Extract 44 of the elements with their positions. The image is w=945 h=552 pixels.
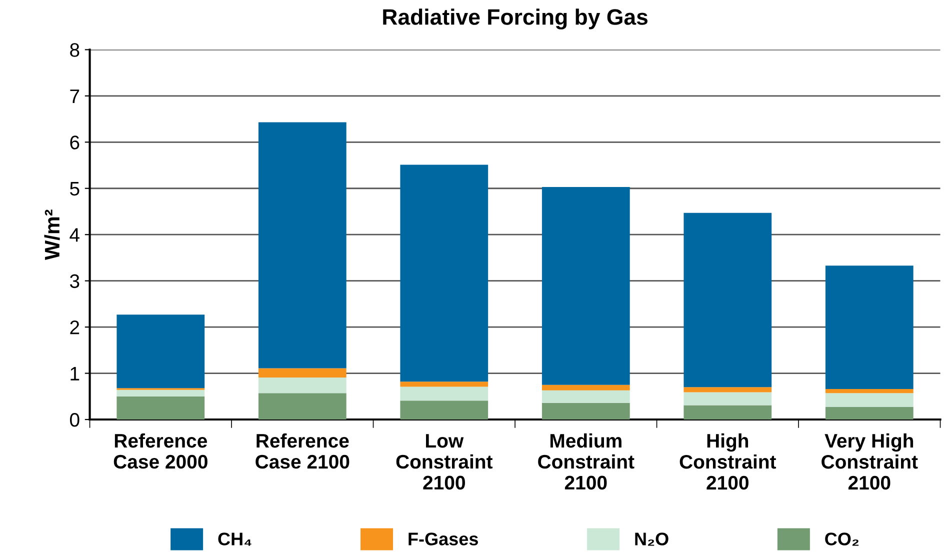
bar [542,390,630,403]
chart-title: Radiative Forcing by Gas [383,8,648,30]
legend-label: CH₄ [218,532,252,546]
bar [825,266,914,390]
legend-label: F-Gases [408,532,478,546]
x-tick-label: Reference Case 2000 [114,433,208,469]
bar [258,393,346,420]
x-tick-label: Very High Constraint 2100 [822,433,918,490]
bar [116,314,205,388]
y-tick-label: 5 [70,182,80,196]
bar [400,382,488,387]
bar [542,186,630,385]
bar [116,390,205,396]
bar [684,387,772,392]
y-tick-label: 4 [70,228,80,242]
x-tick-label: Medium Constraint 2100 [538,433,634,490]
legend-label: N₂O [635,532,668,546]
bar [684,405,772,420]
bar [258,377,346,394]
bar [116,396,205,420]
bar [258,122,346,368]
bar [542,384,630,390]
y-tick-label: 8 [70,43,80,57]
bar [400,164,488,382]
bar [258,368,346,378]
bar [825,407,914,420]
y-tick-label: 0 [70,412,80,427]
bar [400,400,488,420]
y-tick-label: 3 [70,274,80,288]
bar [400,386,488,401]
y-axis-title: W/m² [44,210,60,260]
x-tick-label: Low Constraint 2100 [396,434,493,490]
bar [542,402,630,420]
y-tick-label: 7 [70,90,80,103]
x-tick-label: Reference Case 2100 [256,433,350,469]
y-tick-label: 2 [70,320,80,334]
x-tick-label: High Constraint 2100 [680,433,776,490]
bar [684,212,772,388]
y-tick-label: 1 [70,366,80,380]
bar [825,393,914,408]
bar [825,389,914,394]
y-tick-label: 6 [70,136,80,150]
legend-label: CO₂ [825,532,859,546]
bar [684,392,772,406]
